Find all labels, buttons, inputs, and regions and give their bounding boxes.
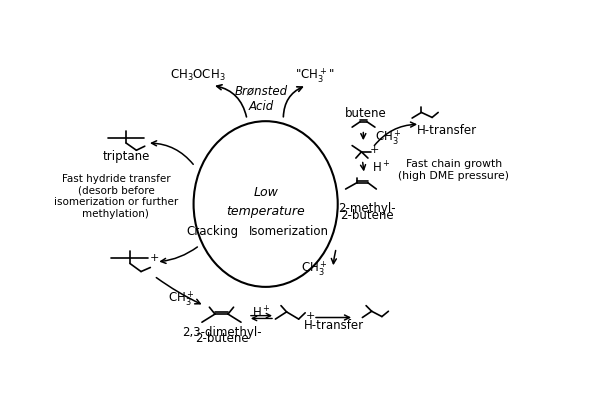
Text: H$^+$: H$^+$ <box>252 305 271 320</box>
Text: +: + <box>306 310 316 320</box>
Text: Brønsted
Acid: Brønsted Acid <box>235 85 287 113</box>
FancyArrowPatch shape <box>152 141 193 165</box>
Text: CH$_3^+$: CH$_3^+$ <box>301 258 328 277</box>
Text: temperature: temperature <box>226 204 305 217</box>
Text: Low: Low <box>253 185 278 198</box>
Text: Fast chain growth
(high DME pressure): Fast chain growth (high DME pressure) <box>398 159 509 180</box>
Text: 2,3-dimethyl-: 2,3-dimethyl- <box>182 325 261 338</box>
Text: H-transfer: H-transfer <box>304 318 364 331</box>
Text: triptane: triptane <box>103 150 150 163</box>
FancyArrowPatch shape <box>156 278 200 304</box>
FancyArrowPatch shape <box>374 123 416 146</box>
Text: 2-methyl-: 2-methyl- <box>338 202 396 215</box>
Text: Fast hydride transfer
(desorb before
isomerization or further
methylation): Fast hydride transfer (desorb before iso… <box>54 173 178 218</box>
Text: "CH$_3^+$": "CH$_3^+$" <box>295 66 334 85</box>
FancyArrowPatch shape <box>361 163 365 171</box>
Text: 2-butene: 2-butene <box>194 332 248 345</box>
Text: +: + <box>149 252 159 262</box>
Text: Cracking: Cracking <box>186 224 238 237</box>
Text: H$^+$: H$^+$ <box>371 160 390 175</box>
Text: Isomerization: Isomerization <box>249 224 329 237</box>
FancyArrowPatch shape <box>331 251 337 264</box>
FancyArrowPatch shape <box>217 85 247 117</box>
Text: 2-butene: 2-butene <box>340 208 394 221</box>
Text: +: + <box>370 145 379 155</box>
Text: H-transfer: H-transfer <box>417 124 477 137</box>
FancyArrowPatch shape <box>361 133 366 139</box>
Text: CH$_3$OCH$_3$: CH$_3$OCH$_3$ <box>170 68 226 83</box>
Text: butene: butene <box>345 107 386 120</box>
FancyArrowPatch shape <box>161 247 197 264</box>
Text: CH$_3^+$: CH$_3^+$ <box>375 128 401 146</box>
FancyArrowPatch shape <box>316 315 350 320</box>
Text: CH$_3^+$: CH$_3^+$ <box>167 289 194 307</box>
FancyArrowPatch shape <box>283 87 302 117</box>
